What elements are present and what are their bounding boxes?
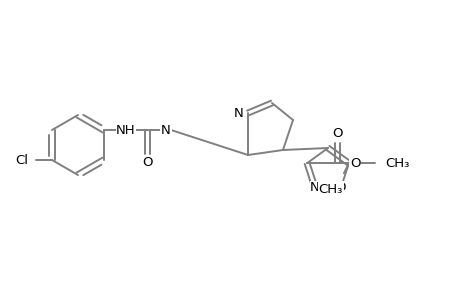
Text: CH₃: CH₃ (384, 157, 409, 170)
Text: Cl: Cl (15, 154, 28, 166)
Text: O: O (335, 181, 346, 194)
Text: O: O (331, 127, 341, 140)
Text: O: O (142, 155, 153, 169)
Text: N: N (161, 124, 170, 136)
Text: N: N (309, 181, 319, 194)
Text: N: N (234, 106, 243, 119)
Text: CH₃: CH₃ (318, 183, 342, 196)
Text: O: O (349, 157, 359, 170)
Text: NH: NH (116, 124, 135, 136)
